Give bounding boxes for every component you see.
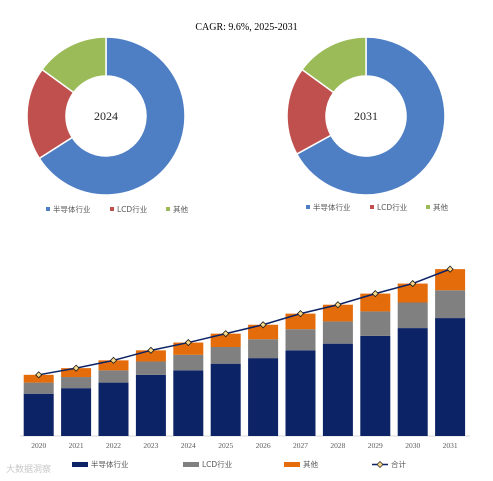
x-tick-label-2026: 2026 — [256, 441, 271, 450]
bar-2023-series-2 — [135, 350, 166, 362]
donut-2024-legend-label-1: LCD行业 — [117, 204, 148, 214]
bar-2028-series-0 — [322, 343, 353, 436]
x-tick-label-2028: 2028 — [330, 441, 345, 450]
donut-2031-center-label: 2031 — [354, 109, 378, 123]
x-tick-label-2020: 2020 — [31, 441, 46, 450]
bar-2024-series-1 — [173, 354, 204, 371]
bar-2023-series-0 — [135, 374, 166, 436]
bar-2024-series-0 — [173, 370, 204, 436]
bar-2021-series-1 — [61, 377, 92, 389]
total-marker-2028 — [334, 301, 342, 309]
bar-2020-series-1 — [23, 382, 54, 394]
x-tick-label-2021: 2021 — [69, 441, 84, 450]
watermark-text: 大数据洞察 — [6, 463, 51, 475]
bar-2023-series-1 — [135, 361, 166, 375]
donut-2024-legend-swatch-1 — [110, 207, 114, 211]
total-marker-2020 — [35, 371, 43, 379]
total-marker-2023 — [147, 346, 155, 354]
bar-2030-series-1 — [397, 302, 428, 329]
bar-2029-series-2 — [360, 293, 391, 312]
x-tick-label-2024: 2024 — [181, 441, 196, 450]
bar-2025-series-1 — [210, 347, 241, 364]
bar-2029-series-0 — [360, 335, 391, 436]
donut-2031-legend-label-0: 半导体行业 — [313, 202, 351, 212]
total-marker-2027 — [296, 310, 305, 318]
total-marker-2024 — [184, 338, 192, 347]
bar-legend-line-marker — [376, 461, 384, 468]
donut-2024-slice-0 — [38, 36, 186, 196]
total-marker-2030 — [409, 280, 417, 288]
bar-2021-series-0 — [61, 388, 92, 436]
bar-2020-series-0 — [23, 393, 54, 436]
bar-2031-series-2 — [435, 269, 466, 291]
chart-title: CAGR: 9.6%, 2025-2031 — [195, 22, 298, 33]
bar-2024-series-2 — [173, 342, 204, 355]
bar-2029-series-1 — [360, 311, 391, 336]
x-tick-label-2029: 2029 — [368, 441, 383, 450]
bar-2031-series-1 — [435, 290, 466, 319]
donut-2031-slice-0 — [295, 36, 446, 196]
donut-2024-center-label: 2024 — [94, 109, 118, 123]
donut-2031-legend-label-2: 其他 — [433, 202, 448, 212]
bar-legend-label-0: 半导体行业 — [91, 459, 129, 469]
x-tick-label-2031: 2031 — [443, 441, 458, 450]
donut-2024-legend-swatch-0 — [46, 207, 50, 211]
donut-2031-legend-swatch-0 — [306, 205, 310, 209]
bar-2022-series-0 — [98, 382, 129, 436]
bar-2030-series-2 — [397, 283, 428, 303]
total-line — [38, 268, 451, 376]
bar-2026-series-1 — [248, 339, 279, 359]
bar-2031-series-0 — [435, 318, 466, 436]
bar-legend-label-2: 其他 — [303, 459, 318, 469]
bar-2022-series-1 — [98, 370, 129, 383]
bar-legend-swatch-2 — [284, 462, 300, 467]
bar-2027-series-0 — [285, 350, 316, 436]
bar-2025-series-0 — [210, 363, 241, 436]
bar-legend-label-1: LCD行业 — [202, 459, 233, 469]
bar-2028-series-2 — [322, 304, 353, 322]
bar-2021-series-2 — [61, 368, 92, 378]
x-tick-label-2030: 2030 — [405, 441, 420, 450]
bar-2028-series-1 — [322, 321, 353, 344]
total-marker-2021 — [72, 364, 80, 372]
total-marker-2025 — [222, 330, 230, 338]
donut-2024-legend-label-2: 其他 — [173, 204, 188, 214]
bar-legend-swatch-1 — [183, 462, 199, 467]
bar-2030-series-0 — [397, 328, 428, 436]
donut-2031-slice-2 — [301, 36, 367, 94]
total-marker-2026 — [259, 321, 267, 329]
total-marker-2029 — [371, 290, 379, 298]
donut-2031-legend-swatch-1 — [370, 205, 374, 209]
bar-2020-series-2 — [23, 374, 54, 383]
bar-2027-series-2 — [285, 313, 316, 330]
x-tick-label-2022: 2022 — [106, 441, 121, 450]
x-tick-label-2027: 2027 — [293, 441, 308, 450]
donut-2031-legend-label-1: LCD行业 — [377, 202, 408, 212]
donut-2031-legend-swatch-2 — [426, 205, 430, 209]
donut-2024-legend-label-0: 半导体行业 — [53, 204, 91, 214]
bar-2026-series-0 — [248, 358, 279, 436]
bar-2025-series-2 — [210, 333, 241, 347]
bar-2027-series-1 — [285, 329, 316, 351]
x-tick-label-2025: 2025 — [218, 441, 233, 450]
bar-legend-label-3: 合计 — [391, 459, 406, 469]
total-marker-2031 — [446, 265, 454, 273]
bar-legend-swatch-0 — [72, 462, 88, 467]
donut-2024-slice-2 — [41, 36, 107, 94]
x-tick-label-2023: 2023 — [143, 441, 158, 450]
bar-2022-series-2 — [98, 360, 129, 371]
bar-2026-series-2 — [248, 324, 279, 340]
donut-2024-legend-swatch-2 — [166, 207, 170, 211]
total-marker-2022 — [109, 356, 118, 364]
